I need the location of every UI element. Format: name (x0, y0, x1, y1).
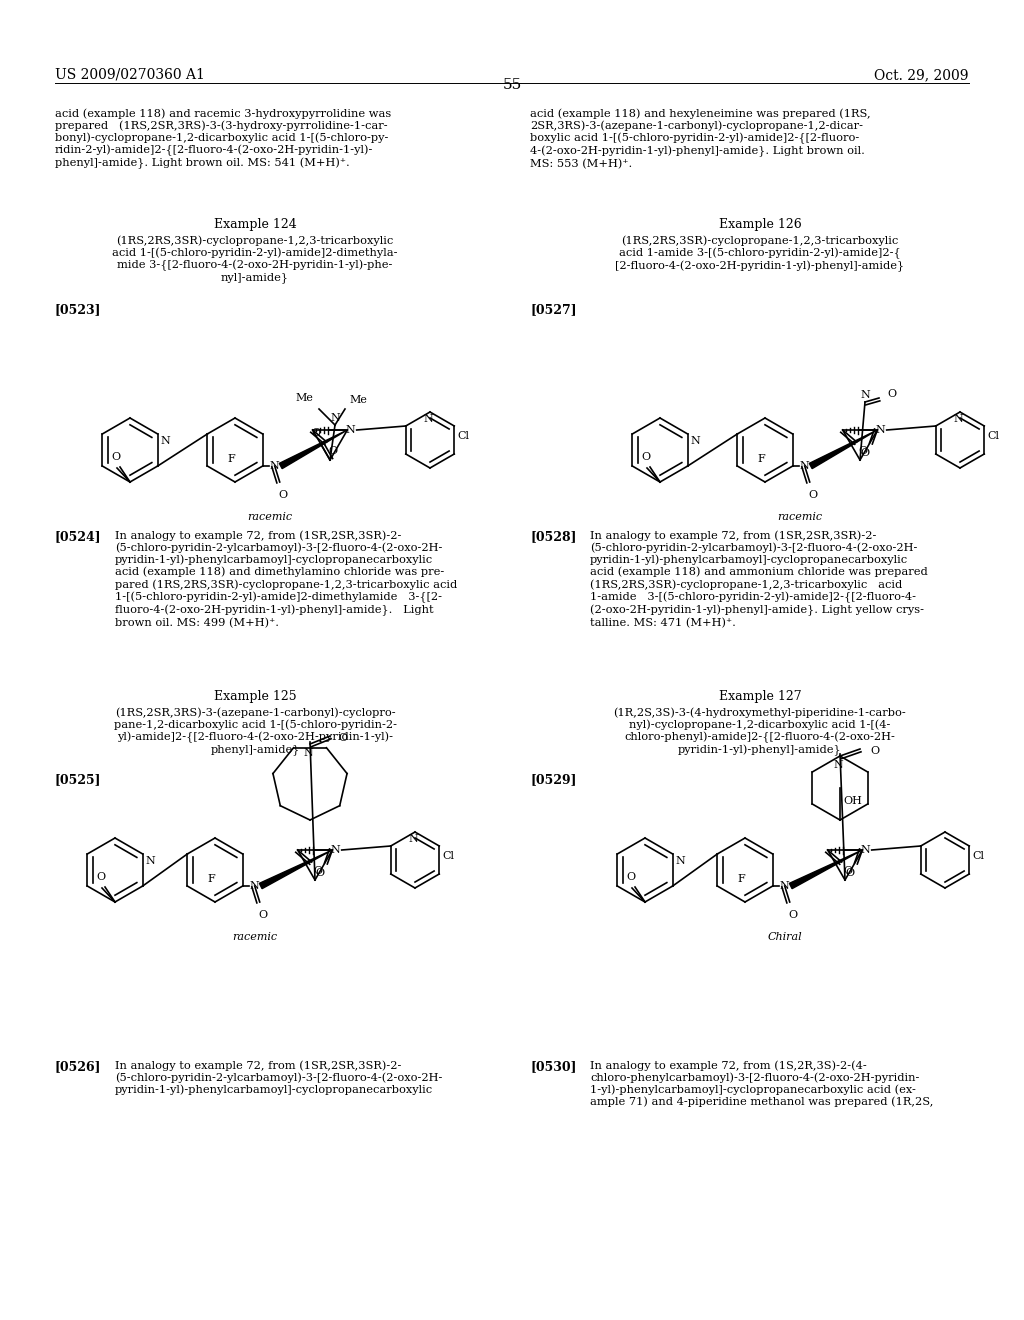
Text: N: N (800, 461, 810, 471)
Text: O: O (887, 389, 896, 399)
Text: [0529]: [0529] (530, 774, 577, 785)
Text: F: F (227, 454, 234, 465)
Text: [0526]: [0526] (55, 1060, 101, 1073)
Text: N: N (861, 845, 870, 855)
Text: (1RS,2RS,3SR)-cyclopropane-1,2,3-tricarboxylic
acid 1-[(5-chloro-pyridin-2-yl)-a: (1RS,2RS,3SR)-cyclopropane-1,2,3-tricarb… (113, 235, 397, 284)
Text: O: O (788, 909, 798, 920)
Text: F: F (737, 874, 744, 884)
Text: N: N (303, 748, 313, 758)
Text: N: N (330, 413, 340, 422)
Text: Cl: Cl (972, 851, 984, 861)
Text: N: N (834, 760, 843, 770)
Text: racemic: racemic (777, 512, 822, 521)
Text: O: O (328, 446, 337, 455)
Text: N: N (346, 425, 355, 436)
Text: racemic: racemic (248, 512, 293, 521)
Text: N: N (676, 855, 685, 866)
Text: Cl: Cl (987, 432, 999, 441)
Text: Example 125: Example 125 (214, 690, 296, 704)
Text: Oct. 29, 2009: Oct. 29, 2009 (874, 69, 969, 82)
Text: (1RS,2SR,3RS)-3-(azepane-1-carbonyl)-cyclopro-
pane-1,2-dicarboxylic acid 1-[(5-: (1RS,2SR,3RS)-3-(azepane-1-carbonyl)-cyc… (114, 708, 396, 755)
Text: (1R,2S,3S)-3-(4-hydroxymethyl-piperidine-1-carbo-
nyl)-cyclopropane-1,2-dicarbox: (1R,2S,3S)-3-(4-hydroxymethyl-piperidine… (613, 708, 906, 756)
Text: O: O (96, 873, 105, 882)
Text: acid (example 118) and racemic 3-hydroxypyrrolidine was
prepared   (1RS,2SR,3RS): acid (example 118) and racemic 3-hydroxy… (55, 108, 391, 169)
Text: [0523]: [0523] (55, 304, 101, 315)
Text: O: O (311, 428, 321, 438)
Text: In analogy to example 72, from (1S,2R,3S)-2-(4-
chloro-phenylcarbamoyl)-3-[2-flu: In analogy to example 72, from (1S,2R,3S… (590, 1060, 933, 1107)
Text: Example 124: Example 124 (214, 218, 296, 231)
Text: racemic: racemic (232, 932, 278, 942)
Text: Cl: Cl (458, 432, 469, 441)
Text: O: O (870, 746, 880, 756)
Text: O: O (315, 869, 325, 878)
Text: N: N (270, 461, 280, 471)
Text: N: N (780, 880, 790, 891)
Text: 55: 55 (503, 78, 521, 92)
Text: O: O (808, 490, 817, 500)
Text: Chiral: Chiral (768, 932, 803, 942)
Text: [0527]: [0527] (530, 304, 577, 315)
Text: acid (example 118) and hexyleneimine was prepared (1RS,
2SR,3RS)-3-(azepane-1-ca: acid (example 118) and hexyleneimine was… (530, 108, 870, 169)
Text: O: O (846, 869, 855, 878)
Text: [0524]: [0524] (55, 531, 101, 543)
Text: N: N (161, 436, 170, 446)
Text: O: O (843, 866, 852, 876)
Text: N: N (691, 436, 700, 446)
Polygon shape (790, 850, 862, 888)
Text: Me: Me (349, 395, 367, 405)
Text: F: F (207, 874, 215, 884)
Text: O: O (279, 490, 288, 500)
Text: In analogy to example 72, from (1SR,2SR,3SR)-2-
(5-chloro-pyridin-2-ylcarbamoyl): In analogy to example 72, from (1SR,2SR,… (115, 531, 458, 628)
Text: O: O (313, 866, 323, 876)
Text: US 2009/0270360 A1: US 2009/0270360 A1 (55, 69, 205, 82)
Text: O: O (627, 873, 636, 882)
Polygon shape (259, 850, 333, 888)
Text: N: N (860, 389, 869, 400)
Text: Example 126: Example 126 (719, 218, 802, 231)
Text: [0530]: [0530] (530, 1060, 577, 1073)
Text: O: O (338, 733, 347, 743)
Text: N: N (423, 414, 433, 424)
Text: [0528]: [0528] (530, 531, 577, 543)
Text: N: N (331, 845, 341, 855)
Text: O: O (641, 451, 650, 462)
Text: F: F (757, 454, 765, 465)
Text: O: O (112, 451, 121, 462)
Text: In analogy to example 72, from (1SR,2SR,3SR)-2-
(5-chloro-pyridin-2-ylcarbamoyl): In analogy to example 72, from (1SR,2SR,… (590, 531, 928, 628)
Text: O: O (258, 909, 267, 920)
Text: N: N (876, 425, 886, 436)
Text: In analogy to example 72, from (1SR,2SR,3SR)-2-
(5-chloro-pyridin-2-ylcarbamoyl): In analogy to example 72, from (1SR,2SR,… (115, 1060, 442, 1096)
Text: N: N (250, 880, 260, 891)
Text: N: N (409, 834, 418, 843)
Text: [0525]: [0525] (55, 774, 101, 785)
Text: Me: Me (295, 393, 313, 403)
Text: O: O (861, 447, 869, 458)
Polygon shape (809, 430, 878, 469)
Text: (1RS,2RS,3SR)-cyclopropane-1,2,3-tricarboxylic
acid 1-amide 3-[(5-chloro-pyridin: (1RS,2RS,3SR)-cyclopropane-1,2,3-tricarb… (615, 235, 904, 272)
Text: O: O (858, 446, 867, 455)
Polygon shape (280, 430, 347, 469)
Text: OH: OH (843, 796, 862, 807)
Text: N: N (953, 414, 963, 424)
Text: Example 127: Example 127 (719, 690, 802, 704)
Text: N: N (145, 855, 156, 866)
Text: Cl: Cl (442, 851, 455, 861)
